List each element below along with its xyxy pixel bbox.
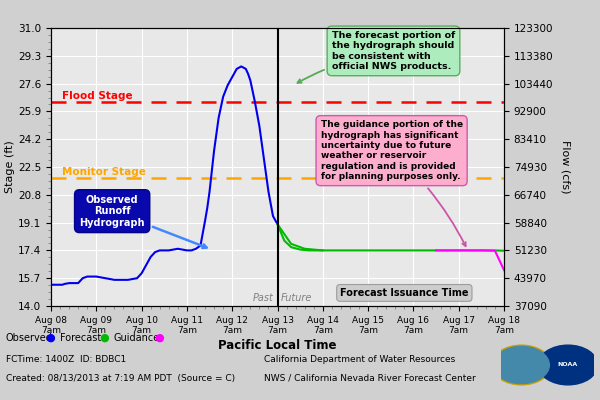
Y-axis label: Stage (ft): Stage (ft): [5, 141, 15, 193]
Y-axis label: Flow (cfs): Flow (cfs): [560, 140, 570, 194]
Text: NOAA: NOAA: [558, 362, 578, 368]
Text: Observed
Runoff
Hydrograph: Observed Runoff Hydrograph: [79, 194, 206, 248]
Text: FCTime: 1400Z  ID: BDBC1: FCTime: 1400Z ID: BDBC1: [6, 356, 126, 364]
Text: Monitor Stage: Monitor Stage: [62, 167, 146, 177]
Text: ●: ●: [155, 333, 164, 343]
Text: Forecast: Forecast: [60, 333, 101, 343]
Text: California Department of Water Resources: California Department of Water Resources: [264, 356, 455, 364]
Text: NWS / California Nevada River Forecast Center: NWS / California Nevada River Forecast C…: [264, 374, 476, 382]
Text: Forecast Issuance Time: Forecast Issuance Time: [340, 288, 469, 298]
Circle shape: [538, 345, 598, 385]
Text: ●: ●: [46, 333, 55, 343]
Circle shape: [494, 346, 550, 384]
Circle shape: [492, 345, 551, 385]
Text: The guidance portion of the
hydrograph has significant
uncertainty due to future: The guidance portion of the hydrograph h…: [320, 120, 466, 246]
Text: Created: 08/13/2013 at 7:19 AM PDT  (Source = C): Created: 08/13/2013 at 7:19 AM PDT (Sour…: [6, 374, 235, 382]
Text: Observed: Observed: [6, 333, 53, 343]
Text: Flood Stage: Flood Stage: [62, 91, 133, 101]
Text: Future: Future: [281, 293, 313, 303]
Text: The forecast portion of
the hydrograph should
be consistent with
official NWS pr: The forecast portion of the hydrograph s…: [298, 31, 455, 83]
Text: Guidance: Guidance: [114, 333, 160, 343]
Text: ●: ●: [100, 333, 109, 343]
Text: Past: Past: [253, 293, 274, 303]
X-axis label: Pacific Local Time: Pacific Local Time: [218, 339, 337, 352]
